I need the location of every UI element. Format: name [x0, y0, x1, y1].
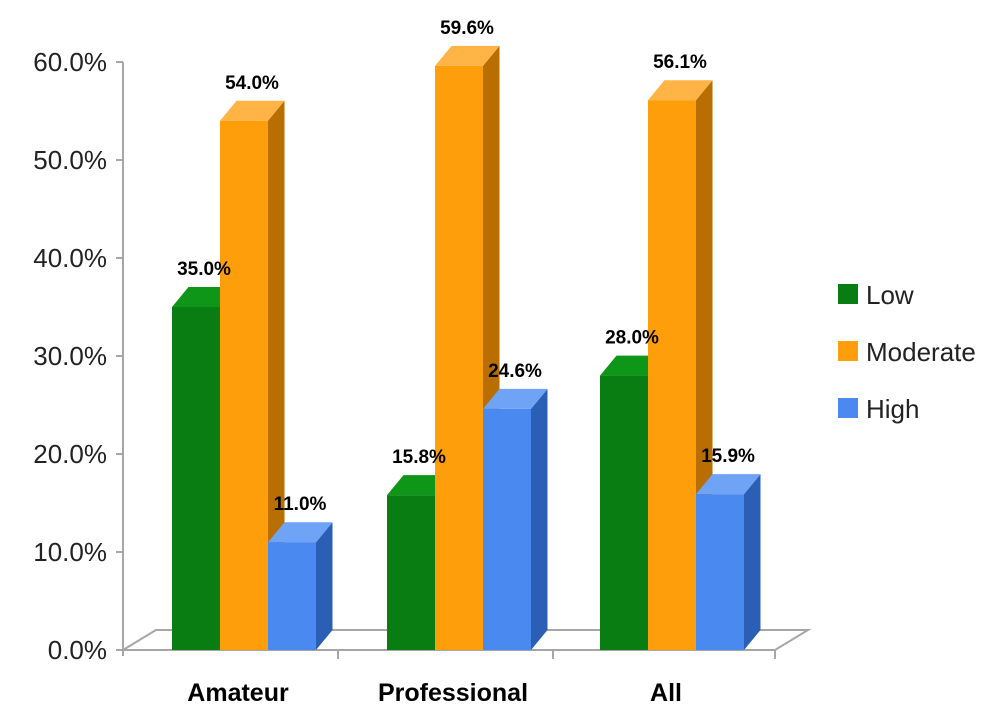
data-label: 54.0% — [225, 73, 279, 94]
bar-front-face — [172, 307, 220, 650]
x-category-label: Professional — [378, 679, 528, 704]
bar-side-face — [268, 100, 285, 651]
legend-label: Moderate — [866, 337, 976, 367]
legend-label: High — [866, 394, 919, 424]
bar-top-face — [696, 474, 761, 495]
bars — [172, 45, 761, 651]
bar-front-face — [268, 542, 316, 650]
bar-front-face — [220, 120, 268, 651]
legend-swatch — [838, 341, 858, 361]
bar-side-face — [744, 474, 761, 650]
bar-top-face — [648, 80, 713, 101]
bar-high-all — [696, 474, 761, 650]
y-tick-label: 0.0% — [48, 635, 107, 665]
bar-front-face — [483, 408, 531, 650]
bar-front-face — [387, 495, 435, 650]
y-tick-label: 10.0% — [33, 537, 107, 567]
data-label: 28.0% — [605, 328, 659, 349]
bar-side-face — [531, 388, 548, 650]
bar-top-face — [435, 45, 500, 66]
legend: Low Moderate High — [838, 280, 976, 424]
bar-high-amateur — [268, 522, 333, 650]
bar-front-face — [435, 65, 483, 651]
data-label: 59.6% — [440, 18, 494, 39]
legend-item-high: High — [838, 394, 919, 424]
bar-high-professional — [483, 388, 548, 650]
bar-front-face — [696, 494, 744, 650]
bar-front-face — [600, 375, 648, 650]
y-tick-label: 30.0% — [33, 341, 107, 371]
bar-side-face — [316, 522, 333, 650]
bar-top-face — [483, 388, 548, 409]
y-tick-label: 50.0% — [33, 145, 107, 175]
legend-swatch — [838, 284, 858, 304]
bar-top-face — [220, 100, 285, 121]
legend-item-moderate: Moderate — [838, 337, 976, 367]
bar-front-face — [648, 100, 696, 651]
legend-swatch — [838, 398, 858, 418]
data-label: 11.0% — [274, 494, 327, 515]
data-labels: 35.0% 15.8% 28.0% 54.0% 59.6% 56.1% 11.0% 24.6%… — [177, 18, 755, 515]
y-tick-label: 40.0% — [33, 243, 107, 273]
y-tick-label: 20.0% — [33, 439, 107, 469]
data-label: 15.9% — [701, 446, 755, 467]
bar-moderate-amateur — [220, 100, 285, 651]
y-tick-label: 60.0% — [33, 47, 107, 77]
bar-top-face — [268, 522, 333, 543]
x-category-label: All — [650, 679, 682, 704]
data-label: 24.6% — [488, 361, 542, 382]
data-label: 35.0% — [177, 259, 231, 280]
x-category-label: Amateur — [187, 679, 289, 704]
axes: 0.0% 10.0% 20.0% 30.0% 40.0% 50.0% 60.0% Amateu… — [33, 47, 776, 704]
data-label: 15.8% — [392, 447, 446, 468]
data-label: 56.1% — [653, 52, 707, 73]
legend-item-low: Low — [838, 280, 914, 310]
legend-label: Low — [866, 280, 914, 310]
